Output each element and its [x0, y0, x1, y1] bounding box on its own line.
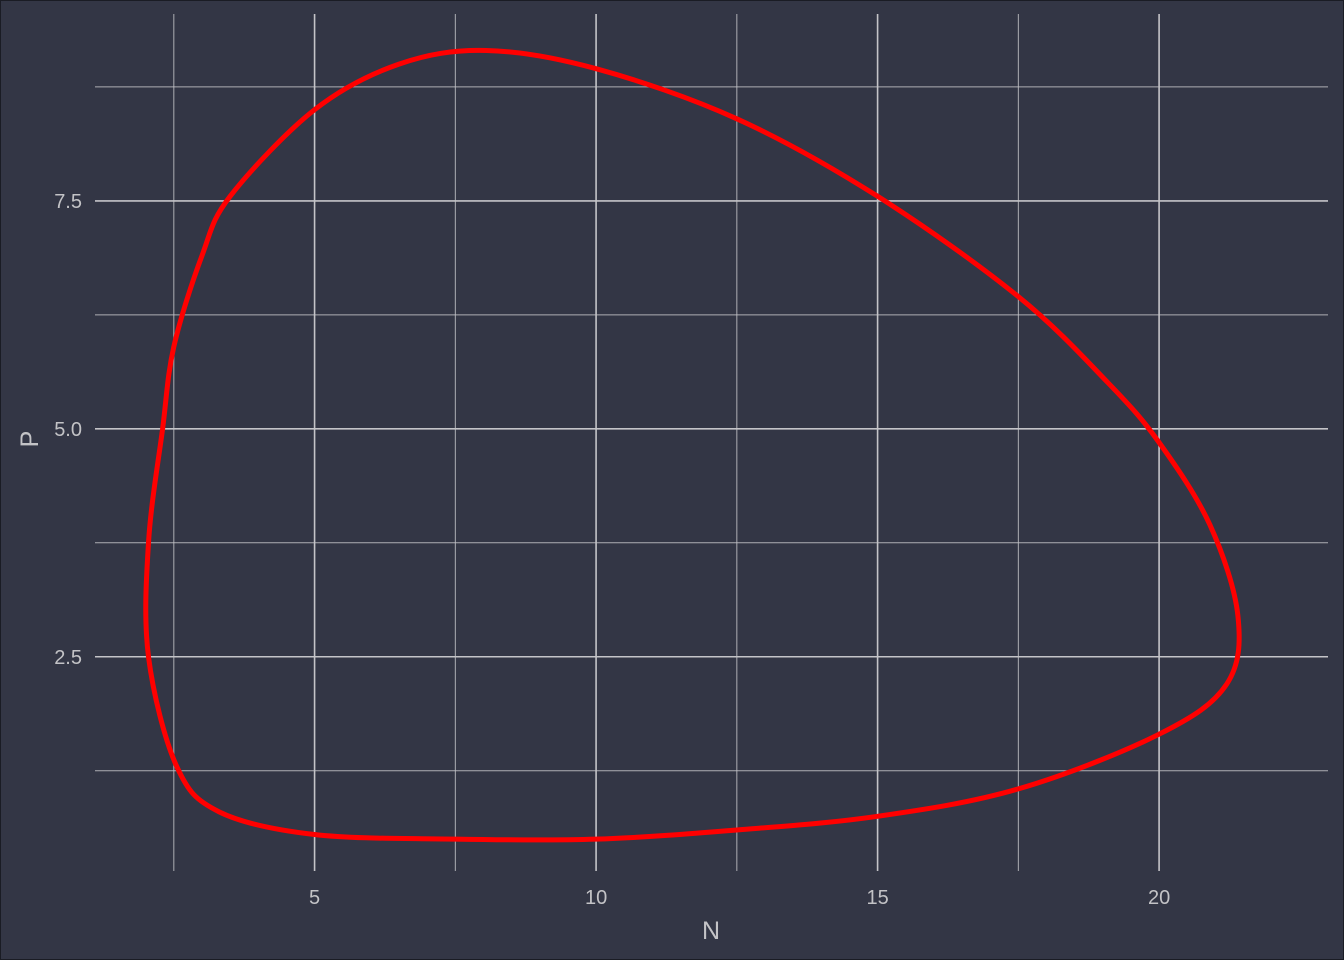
- y-tick-label: 7.5: [54, 191, 82, 213]
- x-tick-label: 20: [1148, 887, 1170, 909]
- y-tick-label: 5.0: [54, 419, 82, 441]
- y-tick-labels: 2.5 5.0 7.5: [54, 191, 82, 669]
- x-tick-label: 10: [585, 887, 607, 909]
- x-tick-label: 15: [866, 887, 888, 909]
- x-axis-title: N: [702, 917, 720, 945]
- series-layer: [143, 47, 1242, 843]
- y-axis-title: P: [16, 431, 44, 448]
- trajectory-line: [143, 47, 1242, 843]
- x-tick-labels: 5 10 15 20: [309, 887, 1170, 909]
- minor-gridlines: [95, 14, 1328, 871]
- y-tick-label: 2.5: [54, 647, 82, 669]
- x-tick-label: 5: [309, 887, 320, 909]
